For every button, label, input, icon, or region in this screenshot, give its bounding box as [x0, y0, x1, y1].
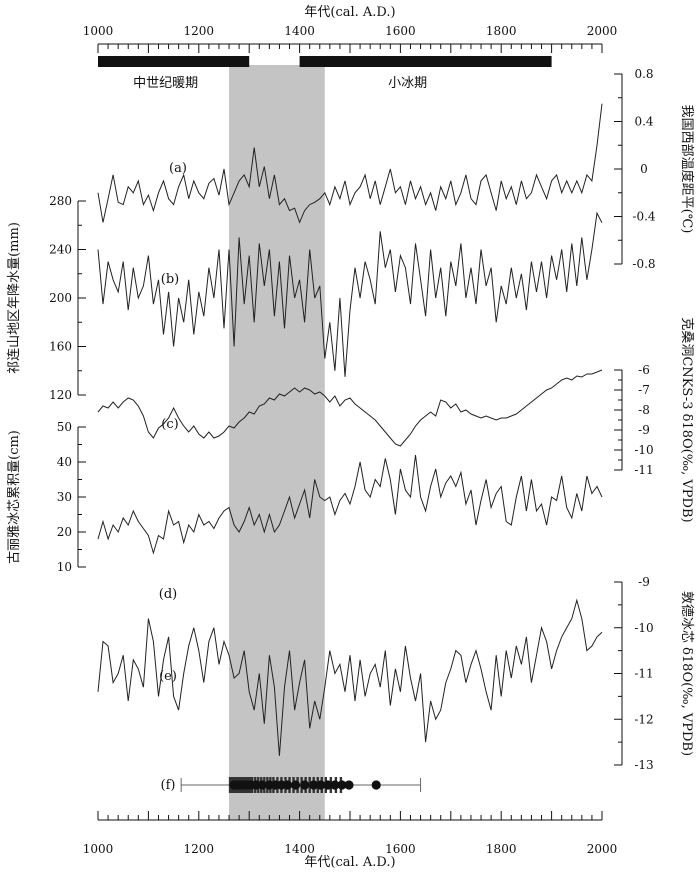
panel-label: (d) [159, 587, 177, 602]
period-bars: 中世纪暖期 小冰期 [98, 56, 552, 91]
panel-a: 0.8 0.4 0 -0.4 -0.8 (a) 我国西部温度距平(℃) [97, 67, 695, 271]
bottom-x-tick-label: 2000 [587, 842, 618, 856]
panel-e: -9 -10 -11 -12 -13 (e) 敦德冰芯 δ18O(‰, VPDB) [97, 575, 695, 772]
top-x-axis: 1000 1200 1400 1600 1800 2000 [83, 24, 618, 53]
top-x-tick-label: 1800 [486, 24, 517, 38]
y-tick-label: 20 [57, 525, 72, 539]
y-tick-label: 50 [57, 420, 72, 434]
period-label: 小冰期 [388, 76, 427, 91]
bottom-x-axis-title: 年代(cal. A.D.) [304, 855, 395, 870]
y-axis-title: 古丽雅冰芯累积量(cm) [7, 430, 22, 564]
y-tick-label: -12 [634, 712, 653, 726]
y-tick-label: 10 [57, 560, 72, 574]
y-axis-title: 敦德冰芯 δ18O(‰, VPDB) [679, 591, 695, 756]
y-tick-label: -9 [638, 423, 650, 437]
period-label: 中世纪暖期 [133, 76, 198, 91]
y-tick-label: 240 [49, 243, 72, 257]
age-dot [316, 780, 326, 790]
panel-d: 50 40 30 20 10 (d) 古丽雅冰芯累积量(cm) [7, 420, 603, 602]
age-dot [344, 780, 354, 790]
top-x-axis-title: 年代(cal. A.D.) [304, 5, 395, 20]
age-dot [371, 780, 381, 790]
y-tick-label: -11 [634, 667, 653, 681]
series-line-d [97, 454, 603, 555]
y-tick-label: 120 [49, 388, 72, 402]
data-panels: 0.8 0.4 0 -0.4 -0.8 (a) 我国西部温度距平(℃) 280 240 200 16… [6, 67, 695, 772]
age-dot [330, 780, 340, 790]
panel-label: (c) [161, 417, 178, 432]
y-tick-label: -6 [638, 363, 650, 377]
y-tick-label: -11 [634, 463, 653, 477]
series-line-c [97, 369, 603, 447]
panel-f: (f) [161, 777, 422, 793]
y-tick-label: 0.8 [634, 67, 653, 81]
age-dot [309, 780, 319, 790]
age-dot [257, 780, 267, 790]
series-line-b [97, 211, 603, 377]
shaded-interval [229, 65, 325, 820]
bottom-x-tick-label: 1000 [83, 842, 114, 856]
y-axis-title: 克桑洞CNKS-3 δ18O(‰, VPDB) [679, 317, 694, 522]
bottom-x-axis: 1000 1200 1400 1600 1800 2000 [83, 811, 618, 856]
bottom-x-tick-label: 1600 [385, 842, 416, 856]
y-tick-label: 40 [57, 455, 72, 469]
top-x-tick-label: 1000 [83, 24, 114, 38]
y-axis-title: 我国西部温度距平(℃) [679, 105, 695, 234]
y-axis-title: 祁连山地区年降水量(mm) [6, 222, 22, 374]
y-tick-label: -9 [638, 575, 650, 589]
age-dot [323, 780, 333, 790]
series-line-e [97, 598, 603, 756]
panel-label: (f) [161, 778, 176, 793]
top-x-tick-label: 1200 [184, 24, 215, 38]
age-dot [337, 780, 347, 790]
top-x-tick-label: 1600 [385, 24, 416, 38]
bottom-x-tick-label: 1200 [184, 842, 215, 856]
period-bar [98, 56, 250, 67]
y-tick-label: 160 [49, 340, 72, 354]
age-dot [282, 780, 293, 790]
y-tick-label: -8 [638, 403, 650, 417]
y-tick-label: -10 [634, 443, 653, 457]
top-x-tick-label: 2000 [587, 24, 618, 38]
panel-label: (b) [161, 272, 179, 287]
series-line-a [97, 103, 603, 224]
age-dot [300, 780, 310, 790]
y-tick-label: 280 [49, 194, 72, 208]
bottom-x-tick-label: 1800 [486, 842, 517, 856]
period-bar [299, 56, 552, 67]
panel-label: (e) [159, 669, 177, 684]
y-tick-label: 200 [49, 291, 72, 305]
panel-c: -6 -7 -8 -9 -10 -11 (c) 克桑洞CNKS-3 δ18O(‰, VPDB) [97, 317, 694, 523]
age-dot [290, 780, 301, 790]
y-tick-label: -10 [634, 621, 653, 635]
y-tick-label: -0.4 [632, 210, 656, 224]
y-tick-label: 0.4 [634, 115, 653, 129]
bottom-x-tick-label: 1400 [284, 842, 315, 856]
panel-b: 280 240 200 160 120 (b) 祁连山地区年降水量(mm) [6, 194, 603, 402]
y-tick-label: 0 [640, 162, 648, 176]
top-x-tick-label: 1400 [284, 24, 315, 38]
panel-label: (a) [169, 161, 187, 176]
y-tick-label: 30 [57, 490, 72, 504]
y-tick-label: -0.8 [632, 257, 655, 271]
y-tick-label: -13 [634, 758, 653, 772]
y-tick-label: -7 [638, 383, 650, 397]
